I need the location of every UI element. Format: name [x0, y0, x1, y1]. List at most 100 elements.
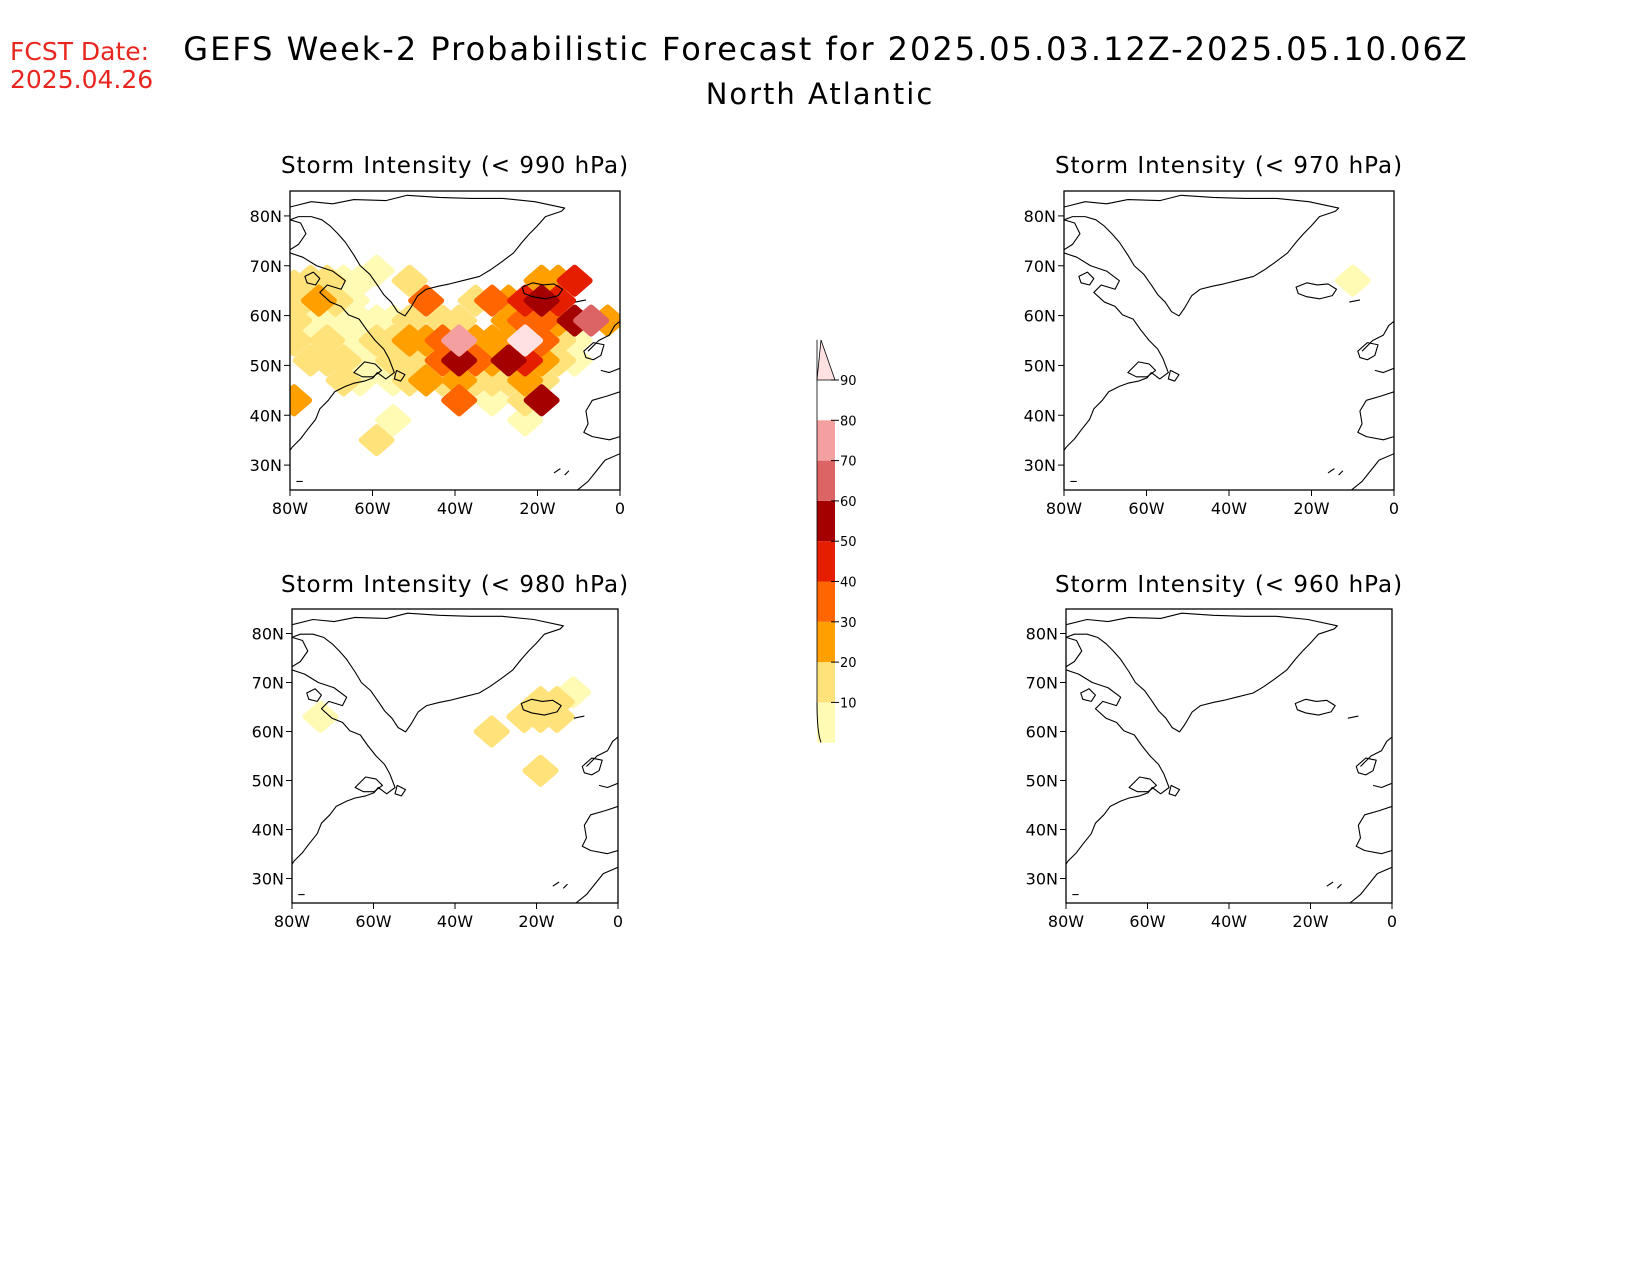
- lon-tick-label: 0: [1389, 499, 1399, 518]
- panel-980: Storm Intensity (< 980 hPa) 80N 70N 60N 50N…: [252, 572, 629, 932]
- colorbar-tick-label: 50: [840, 535, 857, 550]
- lat-tick-label: 60N: [250, 307, 282, 326]
- lon-tick-label: 80W: [1048, 912, 1084, 931]
- probability-cell: [573, 304, 610, 337]
- coastline: [1066, 612, 1392, 903]
- axis-ticks: 80N 70N 60N 50N 40N 30N 80W 60W 40W 20W 0: [252, 625, 623, 932]
- coastline: [1064, 194, 1394, 490]
- probability-cells: [290, 254, 620, 457]
- probability-cell: [300, 284, 337, 317]
- axis-ticks: 80N 70N 60N 50N 40N 30N 80W 60W 40W 20W 0: [1024, 207, 1399, 518]
- probability-cell: [522, 754, 559, 787]
- lat-tick-label: 70N: [252, 674, 284, 693]
- lat-tick-label: 60N: [1026, 723, 1058, 742]
- lat-tick-label: 30N: [252, 870, 284, 889]
- probability-cell: [391, 264, 428, 297]
- probability-cell: [441, 384, 478, 417]
- fcst-date-label: FCST Date:: [10, 37, 149, 66]
- lat-tick-label: 80N: [1024, 207, 1056, 226]
- lon-tick-label: 60W: [1128, 499, 1164, 518]
- colorbar-segment: [817, 581, 835, 622]
- probability-cell: [538, 700, 575, 733]
- panel-title: Storm Intensity (< 990 hPa): [281, 153, 629, 179]
- lat-tick-label: 40N: [1024, 406, 1056, 425]
- colorbar-segment: [817, 541, 835, 582]
- probability-cell: [290, 324, 313, 357]
- lat-tick-label: 40N: [250, 406, 282, 425]
- panel-title: Storm Intensity (< 970 hPa): [1055, 153, 1403, 179]
- colorbar-segment: [817, 500, 835, 542]
- figure-title: GEFS Week-2 Probabilistic Forecast for 2…: [183, 30, 1468, 68]
- panel-title: Storm Intensity (< 980 hPa): [281, 572, 629, 598]
- probability-cell: [408, 284, 445, 317]
- axis-ticks: 80N 70N 60N 50N 40N 30N 80W 60W 40W 20W 0: [1026, 625, 1397, 932]
- probability-cell: [507, 364, 544, 397]
- colorbar-segment: [816, 339, 836, 381]
- probability-cell: [474, 384, 511, 417]
- colorbar-tick-label: 90: [840, 374, 857, 389]
- colorbar-tick-label: 80: [840, 414, 857, 429]
- colorbar-tail: [816, 702, 822, 743]
- lat-tick-label: 40N: [252, 821, 284, 840]
- probability-cell: [290, 384, 313, 417]
- probability-cell: [473, 715, 510, 748]
- colorbar-tick-label: 30: [840, 616, 857, 631]
- panel-960: Storm Intensity (< 960 hPa) 80N 70N 60N 50N…: [1026, 572, 1403, 932]
- probability-cell: [441, 324, 478, 357]
- lon-tick-label: 0: [1387, 912, 1397, 931]
- lon-tick-label: 60W: [355, 912, 391, 931]
- lon-tick-label: 60W: [1129, 912, 1165, 931]
- colorbar-segment: [817, 702, 835, 743]
- colorbar-tick-label: 20: [840, 656, 857, 671]
- probability-cell: [302, 700, 339, 733]
- lon-tick-label: 0: [615, 499, 625, 518]
- lat-tick-label: 50N: [1024, 356, 1056, 375]
- probability-cell: [490, 344, 527, 377]
- lat-tick-label: 70N: [250, 257, 282, 276]
- lon-tick-label: 20W: [1293, 499, 1329, 518]
- probability-cell: [441, 344, 478, 377]
- probability-cell: [1334, 264, 1371, 297]
- lon-tick-label: 80W: [272, 499, 308, 518]
- axis-ticks: 80N 70N 60N 50N 40N 30N 80W 60W 40W 20W 0: [250, 207, 625, 518]
- colorbar-tick-label: 60: [840, 495, 857, 510]
- region-title: North Atlantic: [706, 77, 935, 111]
- lat-tick-label: 80N: [1026, 625, 1058, 644]
- lat-tick-label: 60N: [252, 723, 284, 742]
- colorbar-segment: [817, 662, 835, 703]
- lon-tick-label: 20W: [1292, 912, 1328, 931]
- lat-tick-label: 50N: [1026, 772, 1058, 791]
- lat-tick-label: 70N: [1026, 674, 1058, 693]
- probability-cell: [556, 264, 593, 297]
- probability-cell: [358, 424, 395, 457]
- lat-tick-label: 30N: [250, 456, 282, 475]
- panel-970: Storm Intensity (< 970 hPa) 80N 70N 60N 50N…: [1024, 153, 1403, 518]
- lon-tick-label: 80W: [1046, 499, 1082, 518]
- lat-tick-label: 30N: [1024, 456, 1056, 475]
- lon-tick-label: 80W: [274, 912, 310, 931]
- colorbar: 10 20 30 40 50 60 70 80 90: [816, 339, 857, 743]
- lon-tick-label: 0: [613, 912, 623, 931]
- lon-tick-label: 20W: [518, 912, 554, 931]
- panel-plot: [290, 194, 620, 490]
- lat-tick-label: 30N: [1026, 870, 1058, 889]
- probability-cell: [325, 364, 362, 397]
- fcst-date-value: 2025.04.26: [10, 65, 153, 94]
- lon-tick-label: 40W: [1211, 912, 1247, 931]
- lon-tick-label: 40W: [437, 912, 473, 931]
- colorbar-segment: [817, 420, 835, 461]
- colorbar-tick-label: 40: [840, 576, 857, 591]
- lat-tick-label: 50N: [252, 772, 284, 791]
- colorbar-tick-label: 10: [840, 696, 857, 711]
- panel-990: Storm Intensity (< 990 hPa) 80N 70N 60N 50N…: [250, 153, 629, 518]
- lat-tick-label: 40N: [1026, 821, 1058, 840]
- panel-plot: [292, 612, 618, 903]
- lon-tick-label: 60W: [354, 499, 390, 518]
- probability-cell: [523, 384, 560, 417]
- probability-cell: [507, 404, 544, 437]
- panel-title: Storm Intensity (< 960 hPa): [1055, 572, 1403, 598]
- lon-tick-label: 40W: [437, 499, 473, 518]
- panel-plot: [1064, 194, 1394, 490]
- probability-cells: [1334, 264, 1371, 297]
- lat-tick-label: 50N: [250, 356, 282, 375]
